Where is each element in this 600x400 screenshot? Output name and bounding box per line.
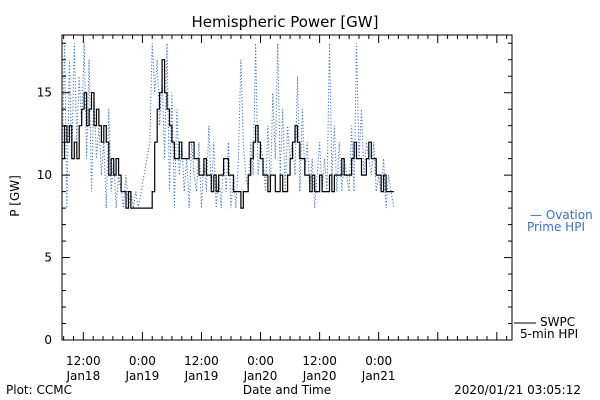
legend-swpc-line1: SWPC <box>540 315 575 329</box>
x-tick-date-label: Jan19 <box>184 369 219 383</box>
legend-ovation-line1: — Ovation <box>530 208 593 222</box>
series-line-ovation-prime-hpi <box>61 43 395 209</box>
x-tick-date-label: Jan19 <box>125 369 160 383</box>
x-tick-label: 12:00 <box>302 354 337 368</box>
plot-frame <box>61 34 513 341</box>
x-tick-date-label: Jan21 <box>361 369 396 383</box>
x-axis-label: Date and Time <box>243 383 331 397</box>
x-tick-label: 0:00 <box>365 354 392 368</box>
chart-title: Hemispheric Power [GW] <box>192 13 379 31</box>
plot-timestamp: 2020/01/21 03:05:12 <box>454 383 581 397</box>
x-tick-date-label: Jan18 <box>65 369 100 383</box>
series-line-swpc-5-min-hpi <box>62 59 394 209</box>
x-tick-label: 12:00 <box>184 354 219 368</box>
y-tick-label: 5 <box>44 251 52 265</box>
y-tick-label: 0 <box>44 333 52 347</box>
x-tick-date-label: Jan20 <box>302 369 337 383</box>
x-tick-date-label: Jan20 <box>243 369 278 383</box>
y-axis-label: P [GW] <box>8 175 22 217</box>
x-tick-label: 0:00 <box>129 354 156 368</box>
series-layer <box>61 43 395 209</box>
legend-ovation-line2: Prime HPI <box>527 220 585 234</box>
legend-swpc-line2: 5-min HPI <box>520 327 578 341</box>
plot-credit: Plot: CCMC <box>6 383 72 397</box>
axis-layer: 05101512:00Jan180:00Jan1912:00Jan190:00J… <box>37 34 513 383</box>
x-tick-label: 0:00 <box>247 354 274 368</box>
y-tick-label: 15 <box>37 86 52 100</box>
y-tick-label: 10 <box>37 168 52 182</box>
x-tick-label: 12:00 <box>66 354 101 368</box>
